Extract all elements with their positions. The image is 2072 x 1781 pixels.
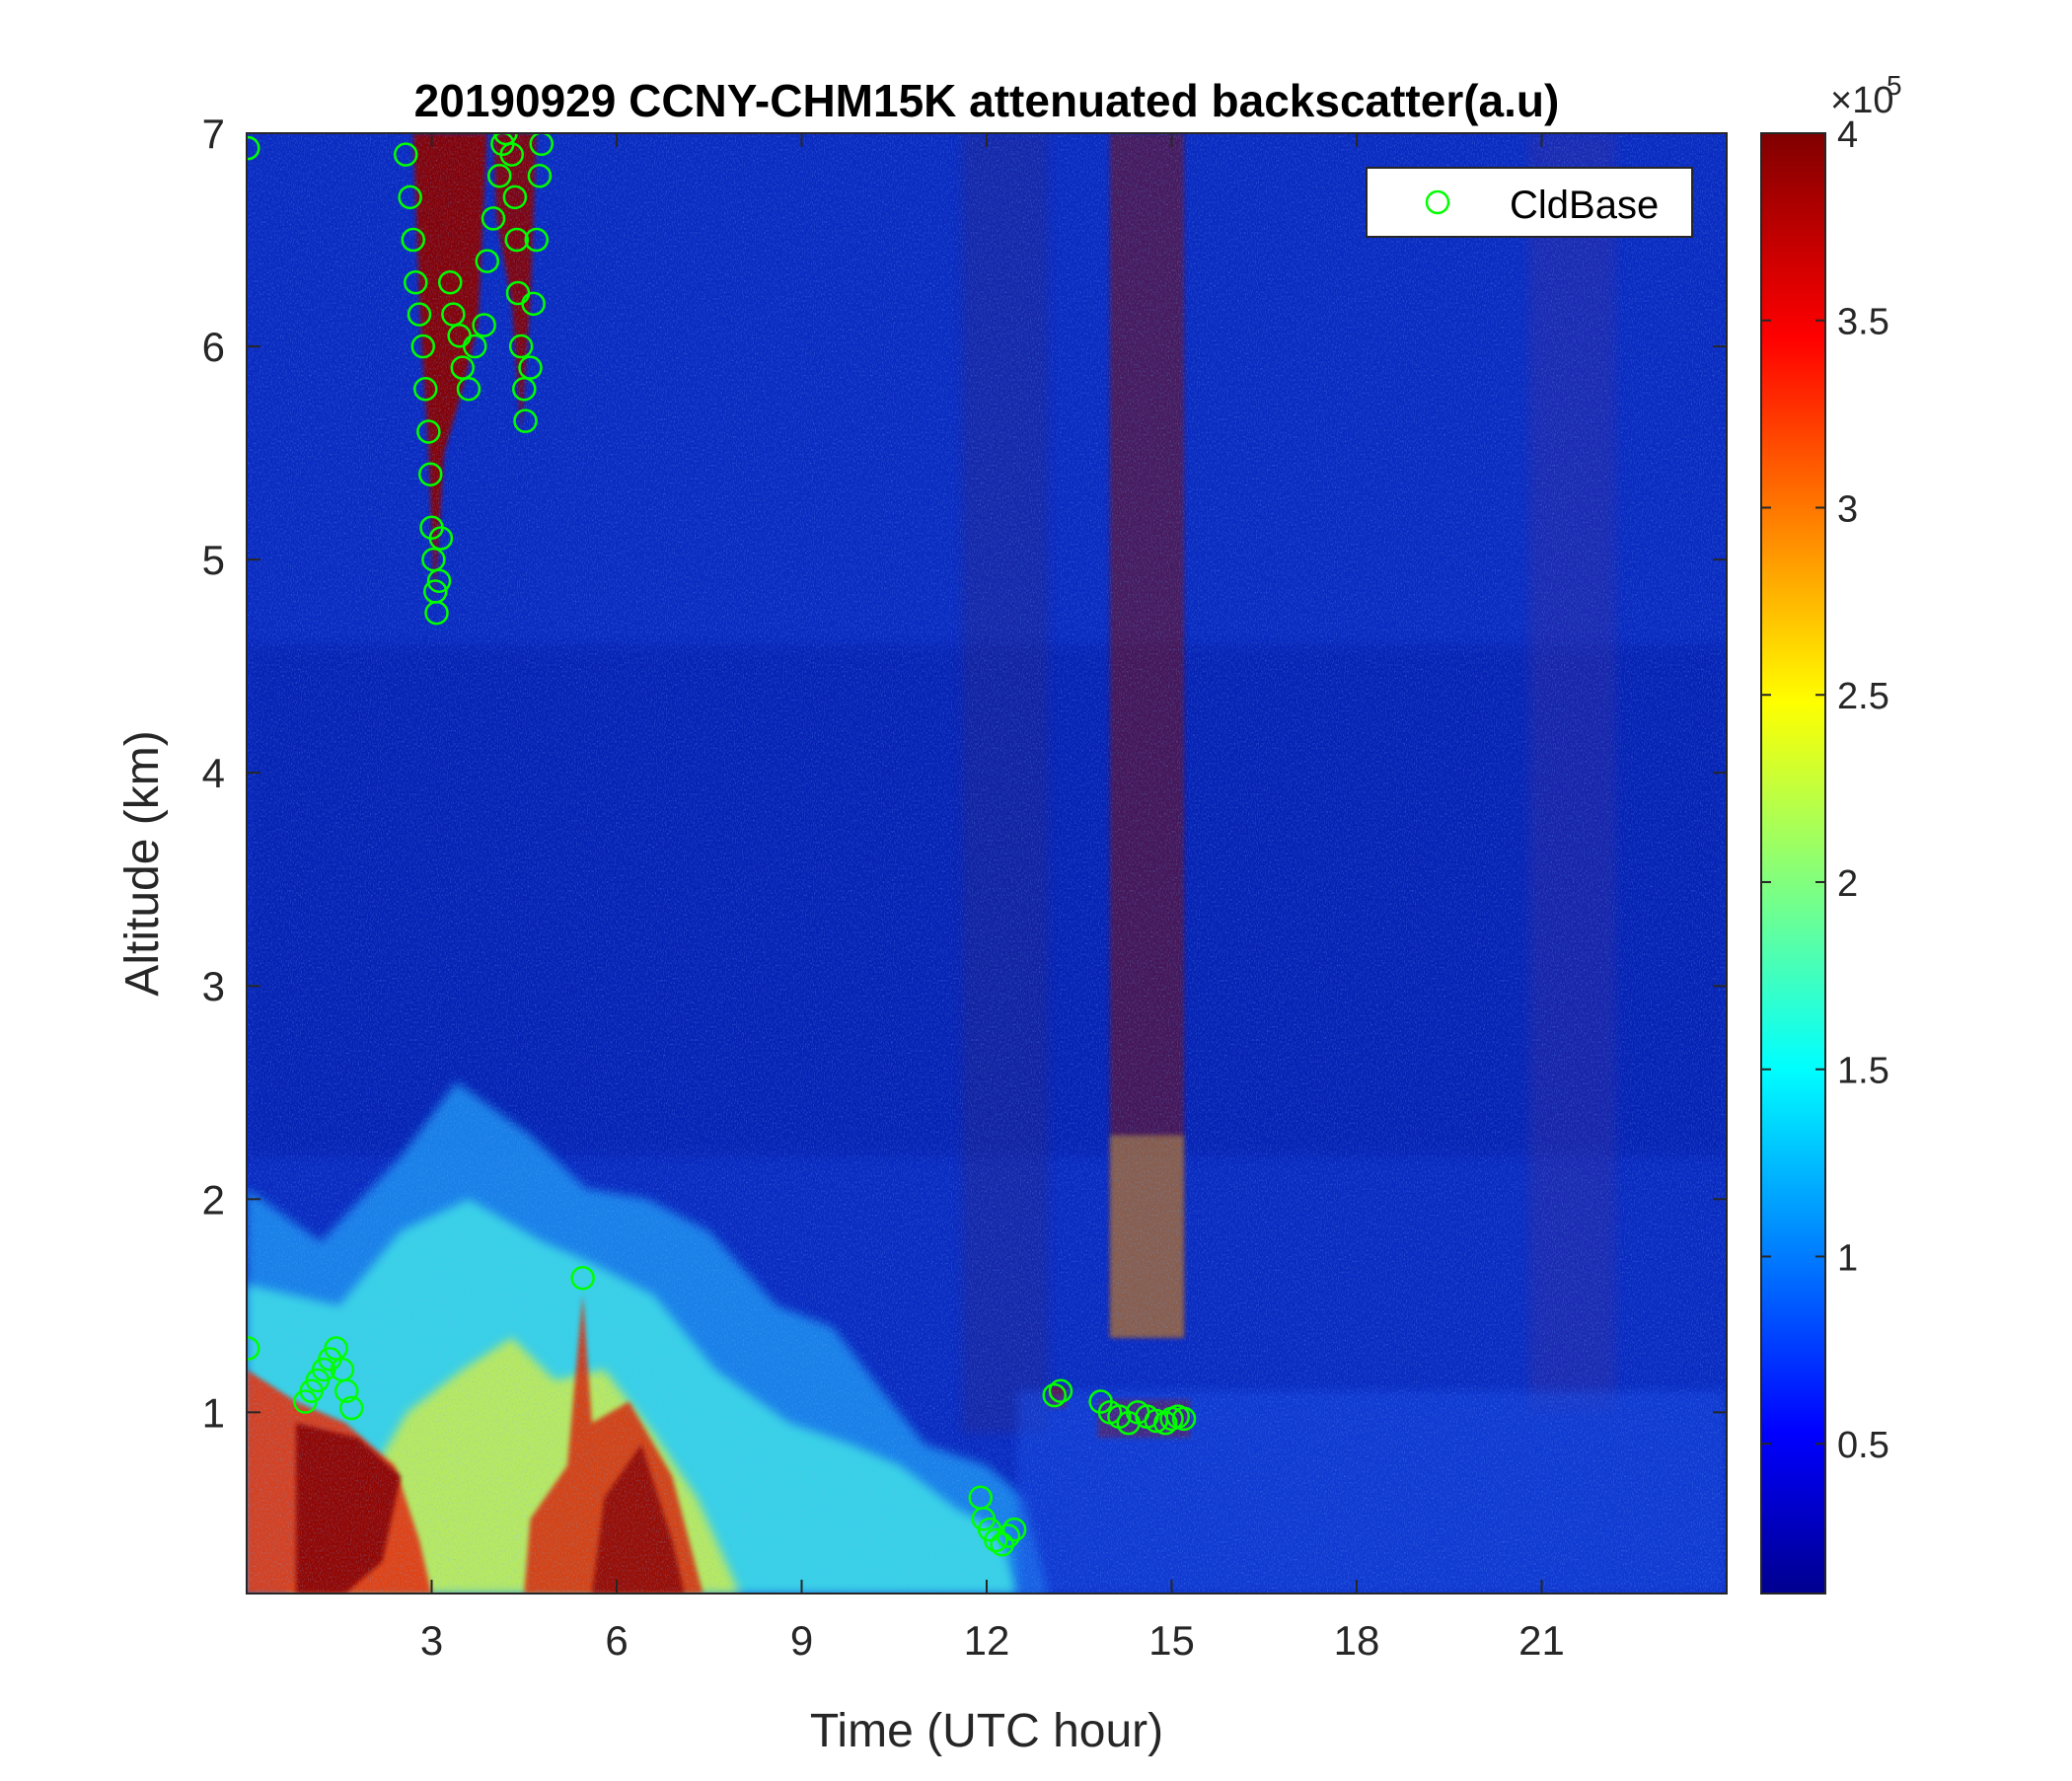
cldbase-point (570, 1265, 595, 1291)
cldbase-point (984, 1527, 1008, 1553)
x-axis: 3 6 9 12 15 18 21 (420, 133, 1565, 1664)
cldbase-point (504, 227, 529, 253)
cldbase-point (450, 355, 475, 380)
colorbar-gradient (1760, 132, 1826, 1595)
cldbase-point (493, 133, 518, 146)
cldbase-point (475, 249, 499, 273)
x-tick-label: 15 (1148, 1617, 1195, 1664)
cldbase-point (424, 600, 449, 626)
cldbase-point (418, 462, 443, 486)
legend-box (1366, 167, 1693, 238)
x-axis-label: Time (UTC hour) (810, 1705, 1163, 1757)
cldbase-point (1042, 1382, 1067, 1408)
cldbase-point (529, 133, 554, 157)
cldbase-point (401, 227, 425, 253)
cldbase-point (404, 269, 428, 295)
chart-title: 20190929 CCNY-CHM15K attenuated backscat… (414, 75, 1560, 126)
colorbar: 0.5 1 1.5 2 2.5 3 3.5 4 ×10 5 (1760, 70, 1902, 1595)
colorbar-tick-label: 2 (1837, 863, 1858, 905)
colorbar-tick-label: 3 (1837, 488, 1858, 530)
x-tick-label: 12 (964, 1617, 1010, 1664)
cldbase-point (324, 1336, 348, 1361)
cldbase-point (463, 334, 487, 359)
colorbar-tick-label: 3.5 (1837, 302, 1889, 343)
y-tick-label: 5 (202, 537, 225, 583)
cldbase-point (438, 269, 463, 295)
cldbase-point (416, 419, 441, 444)
colorbar-exponent-base: ×10 (1830, 80, 1893, 121)
colorbar-tick-label: 2.5 (1837, 676, 1889, 717)
cldbase-point (996, 1523, 1021, 1548)
cldbase-point (1048, 1378, 1073, 1403)
y-tick-label: 6 (202, 324, 225, 370)
x-tick-label: 6 (605, 1617, 628, 1664)
cldbase-point (407, 302, 432, 327)
x-tick-label: 3 (420, 1617, 443, 1664)
x-tick-label: 18 (1334, 1617, 1380, 1664)
cldbase-point (339, 1395, 364, 1421)
cldbase-point (499, 142, 524, 167)
colorbar-tick-label: 1 (1837, 1237, 1858, 1279)
cldbase-point (527, 163, 553, 188)
cldbase-point (394, 142, 418, 167)
cldbase-point (508, 334, 534, 359)
cldbase-point (524, 227, 549, 253)
legend: CldBase (1366, 167, 1693, 238)
cldbase-point (1001, 1517, 1027, 1542)
cldbase-point (456, 377, 481, 402)
cldbase-point (247, 135, 260, 161)
cldbase-point (410, 334, 435, 359)
cldbase-point (512, 377, 537, 402)
y-tick-label: 2 (202, 1176, 225, 1223)
colorbar-exponent-power: 5 (1887, 70, 1902, 101)
colorbar-tick-label: 4 (1837, 114, 1858, 156)
cldbase-point (426, 568, 452, 593)
y-axis: 1 2 3 4 5 6 7 (202, 111, 1727, 1436)
cldbase-point (502, 185, 528, 210)
y-tick-label: 3 (202, 963, 225, 1009)
noise-overlay (247, 133, 1727, 1594)
y-tick-label: 4 (202, 750, 225, 796)
cldbase-point (521, 291, 546, 317)
cldbase-point (481, 206, 506, 231)
cldbase-point (518, 355, 543, 380)
cldbase-point (247, 1336, 260, 1361)
legend-label-cldbase: CldBase (1510, 184, 1659, 227)
x-tick-label: 9 (790, 1617, 813, 1664)
y-axis-label: Altitude (km) (116, 730, 169, 996)
cldbase-point (428, 526, 454, 551)
cldbase-point (398, 185, 422, 210)
cldbase-point (1153, 1410, 1178, 1436)
cldbase-point (472, 313, 496, 337)
cldbase-point (413, 377, 438, 402)
y-tick-label: 1 (202, 1389, 225, 1436)
colorbar-tick-label: 1.5 (1837, 1051, 1889, 1092)
colorbar-tick-label: 0.5 (1837, 1425, 1889, 1466)
legend-marker-cldbase (1425, 189, 1450, 215)
cldbase-point (334, 1378, 359, 1403)
y-tick-label: 7 (202, 111, 225, 157)
cldbase-point (513, 408, 538, 433)
cldbase-point (1171, 1406, 1197, 1432)
cldbase-point (487, 163, 512, 188)
cldbase-markers (247, 133, 1197, 1557)
colorbar-ticks: 0.5 1 1.5 2 2.5 3 3.5 4 (1761, 114, 1889, 1466)
cldbase-point (441, 302, 466, 327)
x-tick-label: 21 (1518, 1617, 1565, 1664)
